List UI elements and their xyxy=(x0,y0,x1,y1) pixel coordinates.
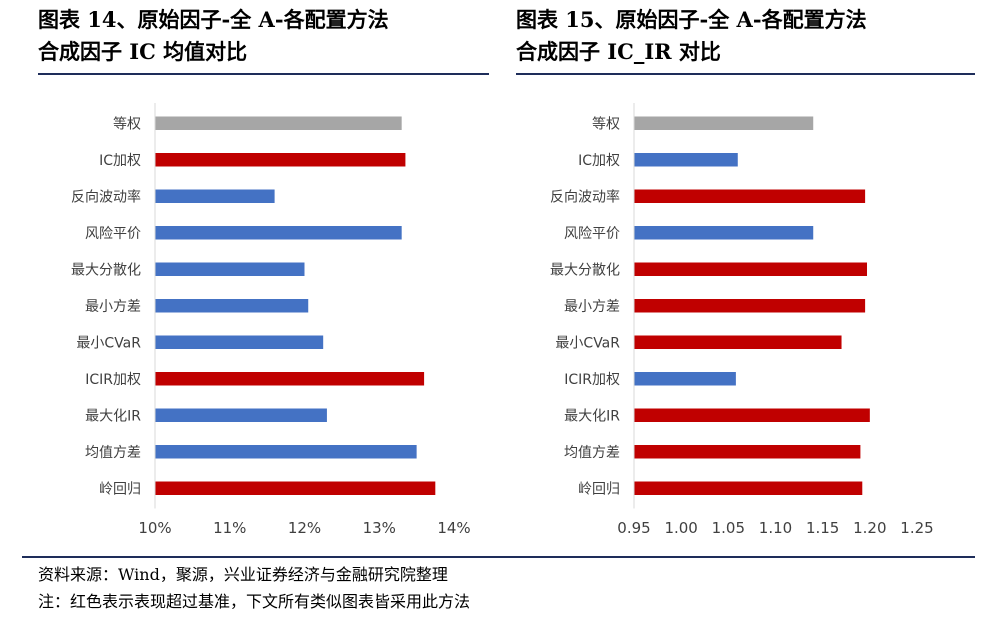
left-category-label: 岭回归 xyxy=(99,480,141,497)
right-x-tick-label: 0.95 xyxy=(617,519,650,537)
left-bar xyxy=(155,189,275,203)
right-bar xyxy=(634,226,814,240)
left-bar xyxy=(155,299,309,313)
left-bar xyxy=(155,116,402,130)
right-title: 图表 15、原始因子-全 A-各配置方法 合成因子 IC_IR 对比 xyxy=(516,4,983,68)
left-x-tick-label: 12% xyxy=(288,519,321,537)
right-x-tick-label: 1.10 xyxy=(759,519,792,537)
right-bar xyxy=(634,299,866,313)
right-bar xyxy=(634,189,866,203)
left-category-label: 均值方差 xyxy=(85,445,141,461)
left-x-tick-label: 11% xyxy=(213,519,246,537)
right-bar xyxy=(634,116,814,130)
right-category-label: 最小CVaR xyxy=(555,335,620,351)
right-x-tick-label: 1.05 xyxy=(712,519,745,537)
right-bar xyxy=(634,481,863,495)
right-category-label: IC加权 xyxy=(578,153,620,169)
left-category-label: 风险平价 xyxy=(85,226,141,242)
right-category-label: 等权 xyxy=(592,115,620,132)
left-bar xyxy=(155,262,305,276)
left-bar xyxy=(155,226,402,240)
left-bar xyxy=(155,481,436,495)
right-category-label: 最大分散化 xyxy=(550,262,620,278)
left-category-label: 等权 xyxy=(113,115,141,132)
right-category-label: 均值方差 xyxy=(564,445,620,461)
left-bar xyxy=(155,153,406,167)
right-title-rule xyxy=(516,73,975,75)
left-title-rule xyxy=(38,73,489,75)
left-category-label: 最大化IR xyxy=(85,408,141,424)
right-bar xyxy=(634,262,868,276)
right-category-label: ICIR加权 xyxy=(564,372,620,388)
right-category-label: 最小方差 xyxy=(564,299,620,315)
right-title-line-1: 图表 15、原始因子-全 A-各配置方法 xyxy=(516,7,867,32)
left-category-label: ICIR加权 xyxy=(85,372,141,388)
footnote: 注：红色表示表现超过基准，下文所有类似图表皆采用此方法 xyxy=(38,592,471,611)
right-bar xyxy=(634,153,738,167)
left-category-label: 最小CVaR xyxy=(76,335,141,351)
left-category-label: 最小方差 xyxy=(85,299,141,315)
right-bar xyxy=(634,372,736,386)
right-x-tick-label: 1.25 xyxy=(900,519,933,537)
left-x-tick-label: 14% xyxy=(437,519,470,537)
right-x-tick-label: 1.15 xyxy=(806,519,839,537)
left-category-label: IC加权 xyxy=(99,153,141,169)
right-title-line-2: 合成因子 IC_IR 对比 xyxy=(516,39,721,64)
footer-rule xyxy=(22,556,975,558)
left-category-label: 反向波动率 xyxy=(71,188,141,205)
right-category-label: 最大化IR xyxy=(564,408,620,424)
right-bar xyxy=(634,408,870,422)
left-x-tick-label: 10% xyxy=(138,519,171,537)
right-category-label: 风险平价 xyxy=(564,226,620,242)
left-title: 图表 14、原始因子-全 A-各配置方法 合成因子 IC 均值对比 xyxy=(38,4,508,68)
left-bar xyxy=(155,408,327,422)
right-category-label: 岭回归 xyxy=(578,480,620,497)
right-bar xyxy=(634,445,861,459)
right-category-label: 反向波动率 xyxy=(550,188,620,205)
left-bar xyxy=(155,445,417,459)
left-bar xyxy=(155,372,425,386)
right-x-tick-label: 1.20 xyxy=(853,519,886,537)
left-title-line-2: 合成因子 IC 均值对比 xyxy=(38,39,248,64)
source-note: 资料来源：Wind，聚源，兴业证券经济与金融研究院整理 xyxy=(38,565,448,584)
right-bar xyxy=(634,335,842,349)
right-x-tick-label: 1.00 xyxy=(664,519,697,537)
left-bar xyxy=(155,335,324,349)
left-category-label: 最大分散化 xyxy=(71,262,141,278)
left-title-line-1: 图表 14、原始因子-全 A-各配置方法 xyxy=(38,7,389,32)
left-x-tick-label: 13% xyxy=(363,519,396,537)
